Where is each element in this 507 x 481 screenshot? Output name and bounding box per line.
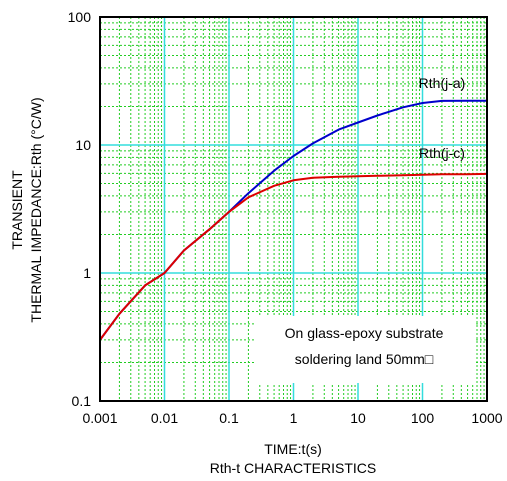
x-tick-labels: 0.001 0.01 0.1 1 10 100 1000 xyxy=(82,410,502,426)
annotation-line-1: On glass-epoxy substrate xyxy=(285,325,444,341)
x-tick-label: 0.1 xyxy=(219,410,239,426)
y-tick-label: 100 xyxy=(68,9,92,25)
series-label-rth-j-c: Rth(j-c) xyxy=(419,145,465,161)
series-label-rth-j-a: Rth(j-a) xyxy=(419,75,466,91)
series-lines xyxy=(99,99,488,341)
y-tick-labels: 0.1 1 10 100 xyxy=(68,9,92,409)
y-tick-label: 10 xyxy=(75,137,91,153)
x-tick-label: 1 xyxy=(290,410,298,426)
x-tick-label: 10 xyxy=(350,410,366,426)
x-tick-label: 1000 xyxy=(471,410,502,426)
x-tick-label: 0.001 xyxy=(82,410,117,426)
y-tick-label: 0.1 xyxy=(72,393,92,409)
series-labels: Rth(j-a) Rth(j-c) xyxy=(419,75,466,161)
plot-frame xyxy=(99,16,488,402)
x-axis-label: TIME:t(s) xyxy=(264,441,322,457)
annotation-box: On glass-epoxy substrate soldering land … xyxy=(255,316,474,383)
series-line-rth-j-c xyxy=(99,172,488,341)
annotation-line-2: soldering land 50mm□ xyxy=(295,351,434,367)
x-tick-label: 100 xyxy=(411,410,435,426)
y-axis-label-line-1: TRANSIENT xyxy=(9,170,25,250)
x-tick-label: 0.01 xyxy=(151,410,178,426)
y-axis-label-line-2: THERMAL IMPEDANCE:Rth (°C/W) xyxy=(28,97,44,322)
chart-title: Rth-t CHARACTERISTICS xyxy=(210,460,376,476)
annotation-background xyxy=(255,316,474,383)
y-tick-label: 1 xyxy=(83,265,91,281)
